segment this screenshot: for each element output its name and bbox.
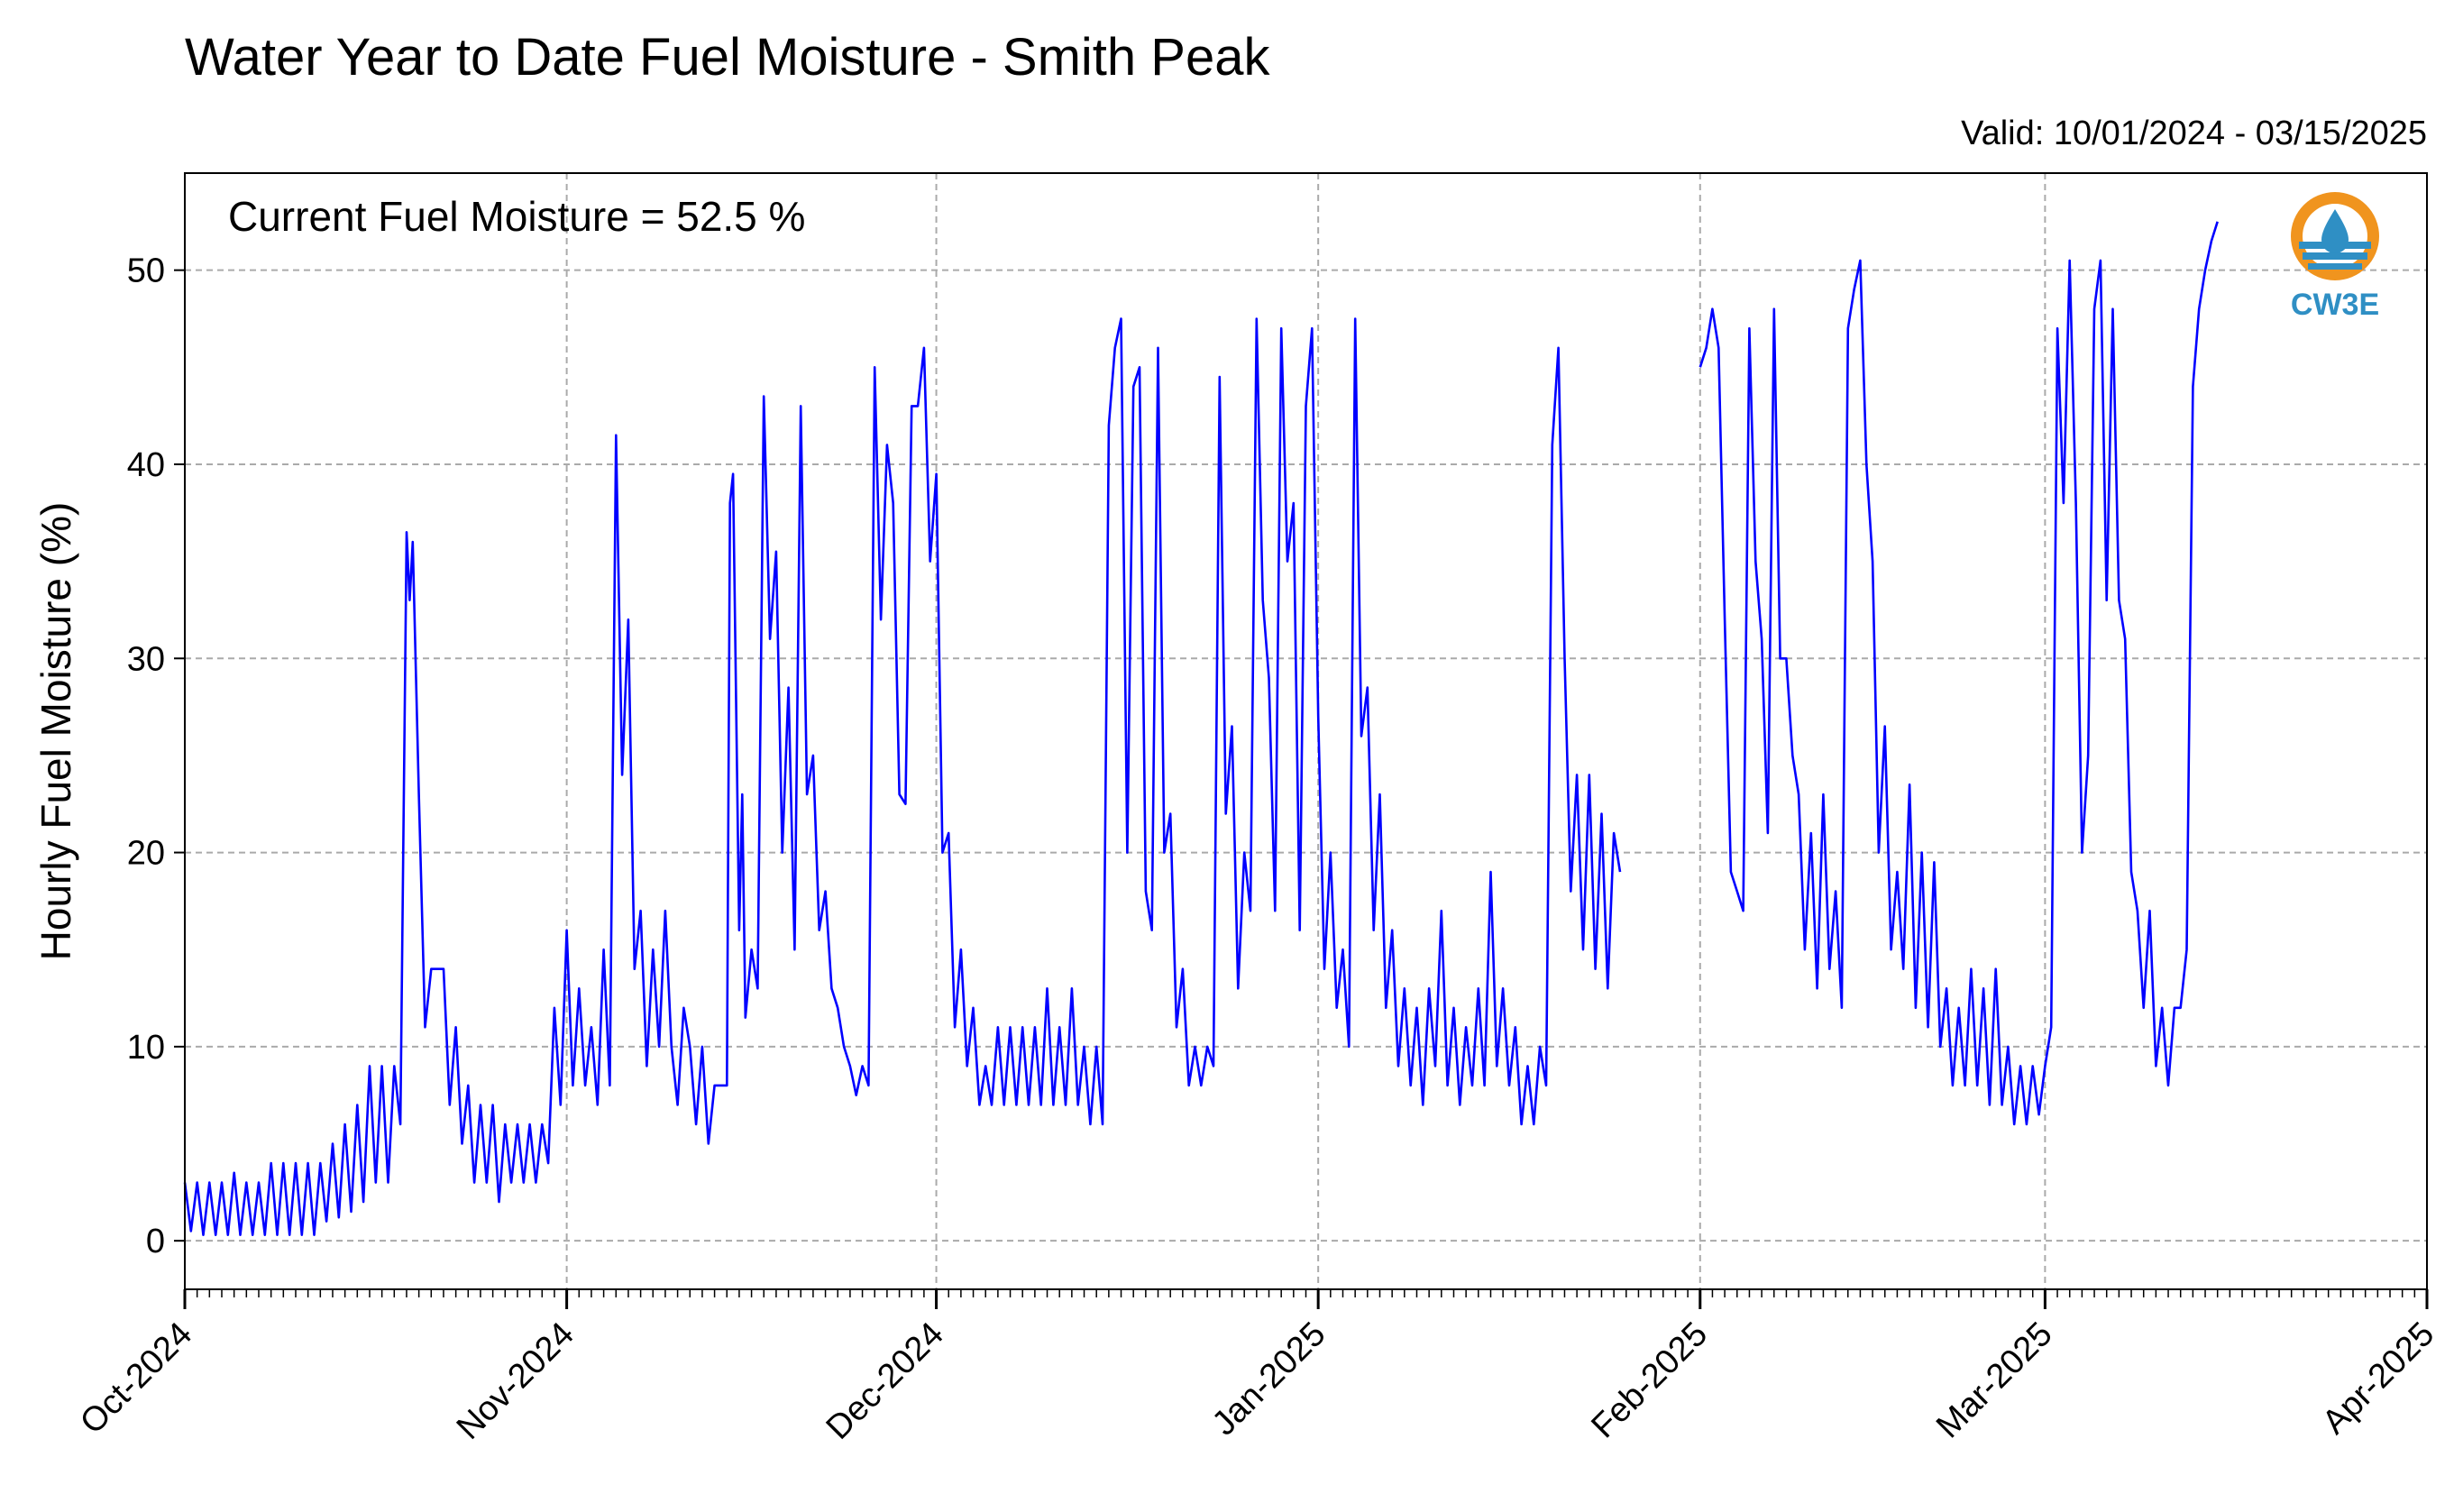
x-tick-label: Nov-2024 xyxy=(450,1315,581,1447)
valid-range: Valid: 10/01/2024 - 03/15/2025 xyxy=(1961,115,2427,152)
current-moisture-annotation: Current Fuel Moisture = 52.5 % xyxy=(228,193,805,240)
x-tick-label: Dec-2024 xyxy=(820,1315,951,1447)
y-tick-label: 40 xyxy=(127,446,165,484)
plot-frame xyxy=(184,172,2428,1290)
x-tick-label: Apr-2025 xyxy=(2315,1315,2441,1442)
cw3e-logo: CW3E xyxy=(2291,192,2379,322)
grid-group xyxy=(184,173,2428,1289)
y-tick-label: 0 xyxy=(146,1223,165,1260)
logo-wave-3 xyxy=(2308,263,2362,270)
x-tick-label: Mar-2025 xyxy=(1929,1315,2060,1446)
logo-wave-2 xyxy=(2303,252,2367,260)
fuel-moisture-series-line xyxy=(183,221,2219,1236)
y-tick-label: 10 xyxy=(127,1029,165,1067)
y-tick-label: 50 xyxy=(127,252,165,290)
y-axis-label: Hourly Fuel Moisture (%) xyxy=(32,502,79,961)
droplet-icon xyxy=(2321,209,2349,253)
y-tick-label: 30 xyxy=(127,640,165,678)
y-tick-label: 20 xyxy=(127,835,165,873)
y-axis: 0 10 20 30 40 50 xyxy=(127,252,185,1260)
chart-title: Water Year to Date Fuel Moisture - Smith… xyxy=(185,28,1270,87)
x-axis: Oct-2024 Nov-2024 Dec-2024 Jan-2025 Feb-2025… xyxy=(73,1289,2441,1447)
x-tick-label: Jan-2025 xyxy=(1205,1315,1333,1443)
data-line-group xyxy=(183,221,2219,1236)
x-tick-label: Oct-2024 xyxy=(73,1315,199,1442)
x-tick-label: Feb-2025 xyxy=(1584,1315,1715,1446)
logo-text: CW3E xyxy=(2291,288,2379,322)
